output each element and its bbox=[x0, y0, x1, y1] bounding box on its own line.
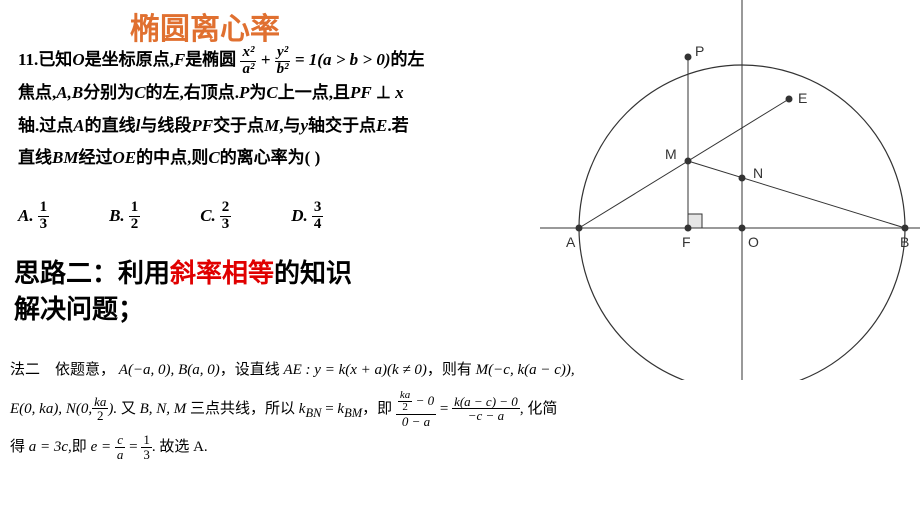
fraction-ka2: ka2 bbox=[92, 395, 108, 423]
problem-line-4: 直线BM经过OE的中点,则C的离心率为( ) bbox=[18, 142, 518, 174]
fraction-13: 13 bbox=[141, 433, 152, 461]
choice-a: A. 1 3 bbox=[18, 200, 49, 233]
fraction-d: 3 4 bbox=[312, 200, 324, 233]
fraction-a: 1 3 bbox=[38, 200, 50, 233]
fraction-ca: ca bbox=[115, 433, 126, 461]
fraction-c: 2 3 bbox=[220, 200, 232, 233]
fraction-x2-a2: x² a² bbox=[240, 45, 256, 78]
svg-text:N: N bbox=[753, 165, 763, 181]
problem-statement: 11.已知O是坐标原点,F是椭圆 x² a² + y² b² = 1(a > b… bbox=[18, 44, 518, 174]
approach-heading: 思路二：利用斜率相等的知识 解决问题； bbox=[14, 255, 352, 328]
answer-choices: A. 1 3 B. 1 2 C. 2 3 D. 3 4 bbox=[18, 200, 323, 233]
highlight-slope: 斜率相等 bbox=[170, 258, 274, 288]
svg-text:O: O bbox=[748, 234, 759, 250]
problem-line-2: 焦点,A,B分别为C的左,右顶点.P为C上一点,且PF ⊥ x bbox=[18, 77, 518, 109]
fraction-rhs: k(a − c) − 0 −c − a bbox=[452, 395, 520, 423]
problem-line-1: 11.已知O是坐标原点,F是椭圆 x² a² + y² b² = 1(a > b… bbox=[18, 44, 518, 77]
choice-b: B. 1 2 bbox=[109, 200, 140, 233]
geometry-diagram: O A B F P M N E bbox=[540, 0, 920, 380]
svg-text:A: A bbox=[566, 234, 576, 250]
svg-text:B: B bbox=[900, 234, 909, 250]
page-title: 椭圆离心率 bbox=[130, 4, 280, 48]
svg-text:F: F bbox=[682, 234, 691, 250]
fraction-b: 1 2 bbox=[129, 200, 141, 233]
svg-text:M: M bbox=[665, 146, 677, 162]
choice-d: D. 3 4 bbox=[291, 200, 323, 233]
fraction-y2-b2: y² b² bbox=[275, 45, 291, 78]
problem-number: 11. bbox=[18, 50, 38, 69]
method-line-2: E(0, ka), N(0,ka2). 又 B, N, M 三点共线，所以 kB… bbox=[10, 390, 910, 429]
choice-c: C. 2 3 bbox=[200, 200, 231, 233]
svg-text:E: E bbox=[798, 90, 807, 106]
method-line-3: 得 a = 3c,即 e = ca = 13. 故选 A. bbox=[10, 429, 910, 467]
problem-line-3: 轴.过点A的直线l与线段PF交于点M,与y轴交于点E.若 bbox=[18, 110, 518, 142]
svg-text:P: P bbox=[695, 43, 704, 59]
fraction-lhs: ka2 − 0 0 − a bbox=[396, 390, 436, 429]
